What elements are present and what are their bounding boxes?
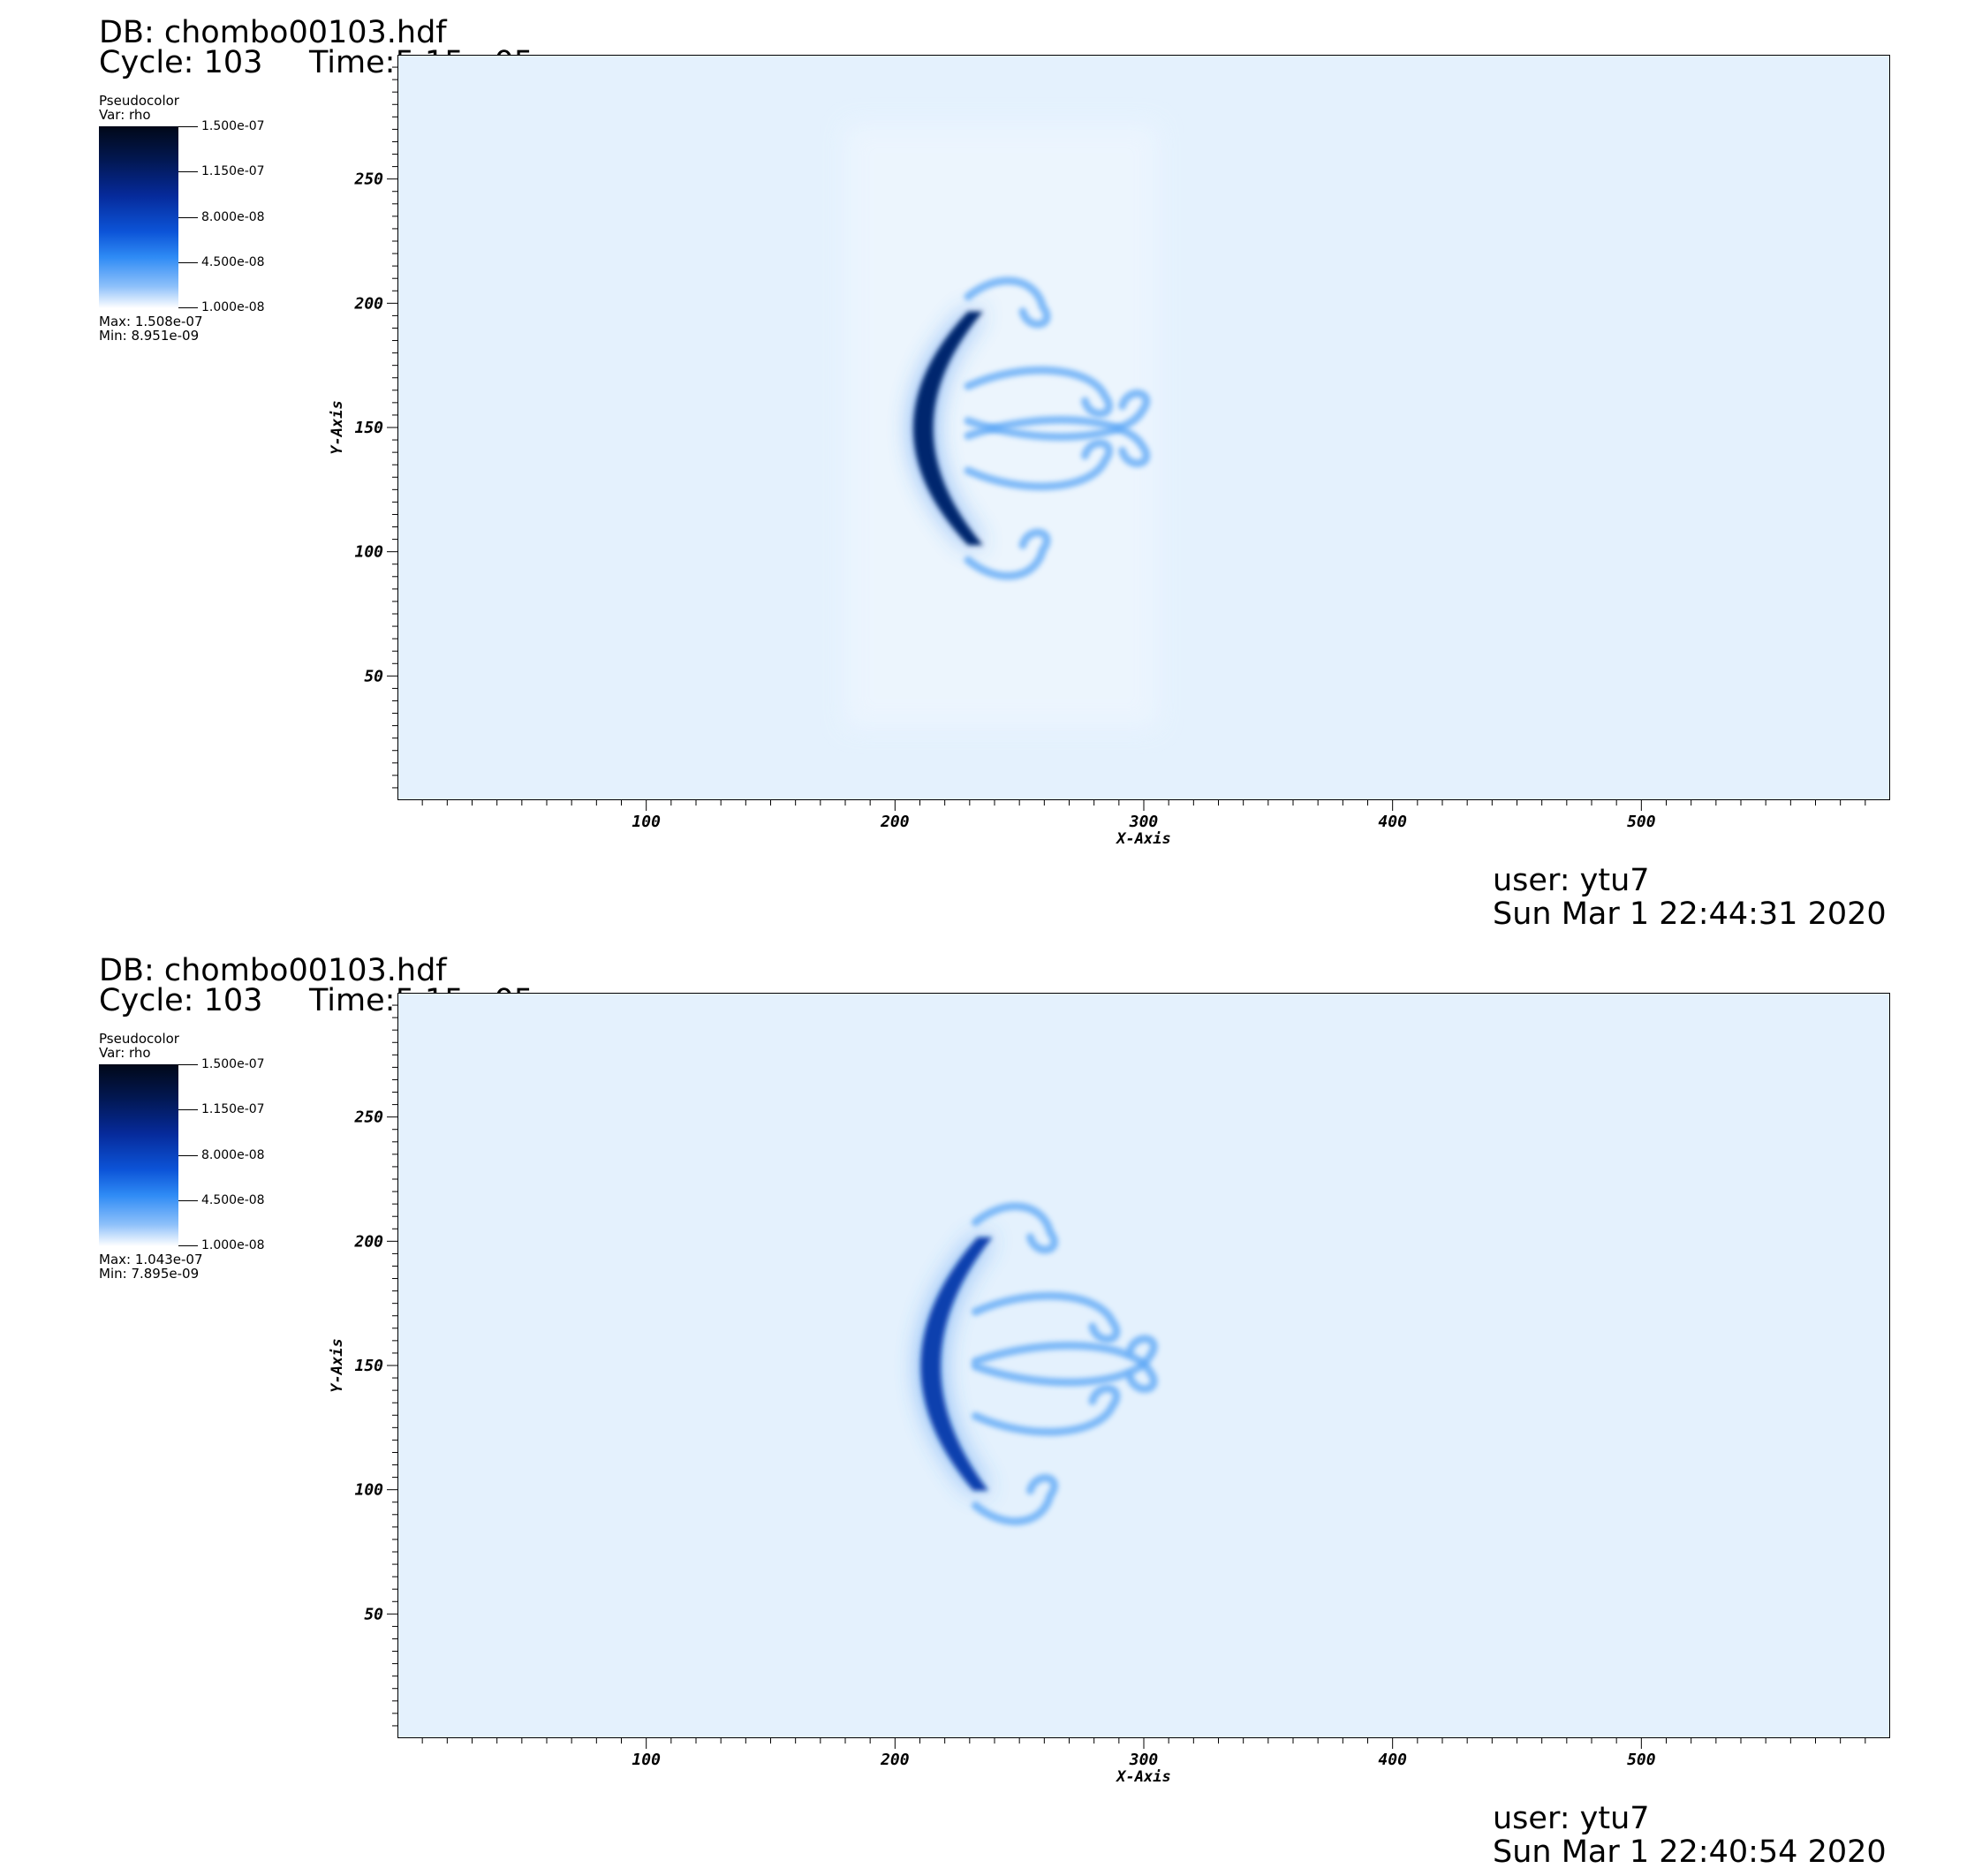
dense-front (920, 1237, 993, 1491)
colorbar-tick (178, 262, 198, 263)
density-field (920, 1202, 1158, 1526)
legend-variable: Var: rho (99, 1045, 151, 1061)
plot-panel-2: DB: chombo00103.hdf Cycle: 103 Time:5.15… (0, 938, 1982, 1876)
colorbar-tick (178, 307, 198, 308)
vortex-curl (964, 366, 1114, 418)
colorbar-tick-label: 1.150e-07 (201, 164, 265, 178)
colorbar-tick (178, 171, 198, 172)
legend-plot-type: Pseudocolor (99, 1031, 179, 1047)
colorbar-tick (178, 217, 198, 218)
colorbar-tick (178, 1064, 198, 1065)
date-label: Sun Mar 1 22:40:54 2020 (1493, 1834, 1887, 1870)
y-tick-label: 200 (353, 1232, 383, 1251)
vortex-curl (964, 416, 1151, 468)
colorbar-tick-label: 1.000e-08 (201, 300, 265, 314)
x-tick-label: 400 (1378, 813, 1407, 831)
vortex-curl (964, 528, 1051, 580)
x-tick-label: 100 (632, 1751, 661, 1769)
colorbar-tick-label: 4.500e-08 (201, 1193, 265, 1207)
date-label: Sun Mar 1 22:44:31 2020 (1493, 896, 1887, 932)
user-label: user: ytu7 (1493, 863, 1650, 898)
vortex-curl (964, 389, 1151, 441)
y-axis-title: Y-Axis (329, 1338, 346, 1392)
x-axis-title: X-Axis (1115, 1768, 1170, 1786)
vortex-curl (971, 1291, 1121, 1343)
y-tick-label: 150 (354, 1357, 383, 1375)
x-tick-label: 300 (1129, 1751, 1159, 1769)
colorbar-tick-label: 1.000e-08 (201, 1238, 265, 1252)
axes: X-Axis Y-Axis 100 200 300 400 500 50 100 150 200… (329, 66, 1866, 848)
vortex-curl (971, 1202, 1059, 1254)
database-label: DB: chombo00103.hdf (99, 15, 447, 50)
colorbar-tick-label: 8.000e-08 (201, 210, 265, 224)
colorbar (99, 126, 178, 308)
y-tick-label: 50 (364, 667, 383, 685)
cycle-label: Cycle: 103 (99, 983, 263, 1018)
vortex-curl (971, 1384, 1121, 1436)
colorbar-tick (178, 1245, 198, 1246)
plot-panel-1: DB: chombo00103.hdf Cycle: 103 Time:5.15… (99, 15, 1890, 932)
vortex-curl (971, 1473, 1059, 1526)
legend-plot-type: Pseudocolor (99, 93, 179, 109)
x-tick-label: 200 (880, 813, 910, 831)
x-axis-title: X-Axis (1115, 830, 1170, 848)
colorbar-tick (178, 1109, 198, 1110)
y-tick-label: 200 (353, 294, 383, 313)
colorbar-tick-label: 1.150e-07 (201, 1102, 265, 1116)
legend-min: Min: 7.895e-09 (99, 1266, 200, 1282)
colorbar-tick (178, 1200, 198, 1201)
colorbar-tick (178, 126, 198, 127)
vortex-curl (971, 1335, 1158, 1387)
x-tick-label: 200 (880, 1751, 910, 1769)
x-tick-label: 300 (1129, 813, 1159, 831)
plot-area (397, 993, 1890, 1738)
axes: X-Axis Y-Axis 100 200 300 400 500 50 100 150 200… (329, 1004, 1866, 1786)
database-label: DB: chombo00103.hdf (99, 953, 447, 988)
x-tick-label: 100 (632, 813, 661, 831)
x-tick-label: 400 (1378, 1751, 1407, 1769)
user-label: user: ytu7 (1493, 1801, 1650, 1836)
colorbar-tick-label: 8.000e-08 (201, 1148, 265, 1162)
colorbar-tick-label: 4.500e-08 (201, 255, 265, 269)
colorbar-tick-label: 1.500e-07 (201, 1057, 265, 1071)
legend-min: Min: 8.951e-09 (99, 328, 200, 344)
y-axis-title: Y-Axis (329, 400, 346, 454)
colorbar-tick-label: 1.500e-07 (201, 119, 265, 133)
legend-max: Max: 1.508e-07 (99, 314, 203, 329)
y-tick-label: 50 (364, 1605, 383, 1623)
x-tick-label: 500 (1627, 1751, 1656, 1769)
legend-variable: Var: rho (99, 107, 151, 123)
y-tick-label: 250 (353, 1108, 383, 1127)
x-tick-label: 500 (1627, 813, 1656, 831)
y-tick-label: 150 (354, 419, 383, 437)
y-tick-label: 100 (354, 1481, 383, 1500)
plot-area (397, 55, 1890, 800)
vortex-curl (964, 276, 1051, 329)
legend-max: Max: 1.043e-07 (99, 1252, 203, 1267)
colorbar-tick (178, 1155, 198, 1156)
y-tick-label: 100 (354, 543, 383, 562)
density-field (846, 125, 1158, 727)
dense-front (913, 311, 983, 546)
cycle-label: Cycle: 103 (99, 45, 263, 80)
vortex-curl (964, 439, 1114, 491)
colorbar (99, 1064, 178, 1246)
y-tick-label: 250 (353, 170, 383, 189)
